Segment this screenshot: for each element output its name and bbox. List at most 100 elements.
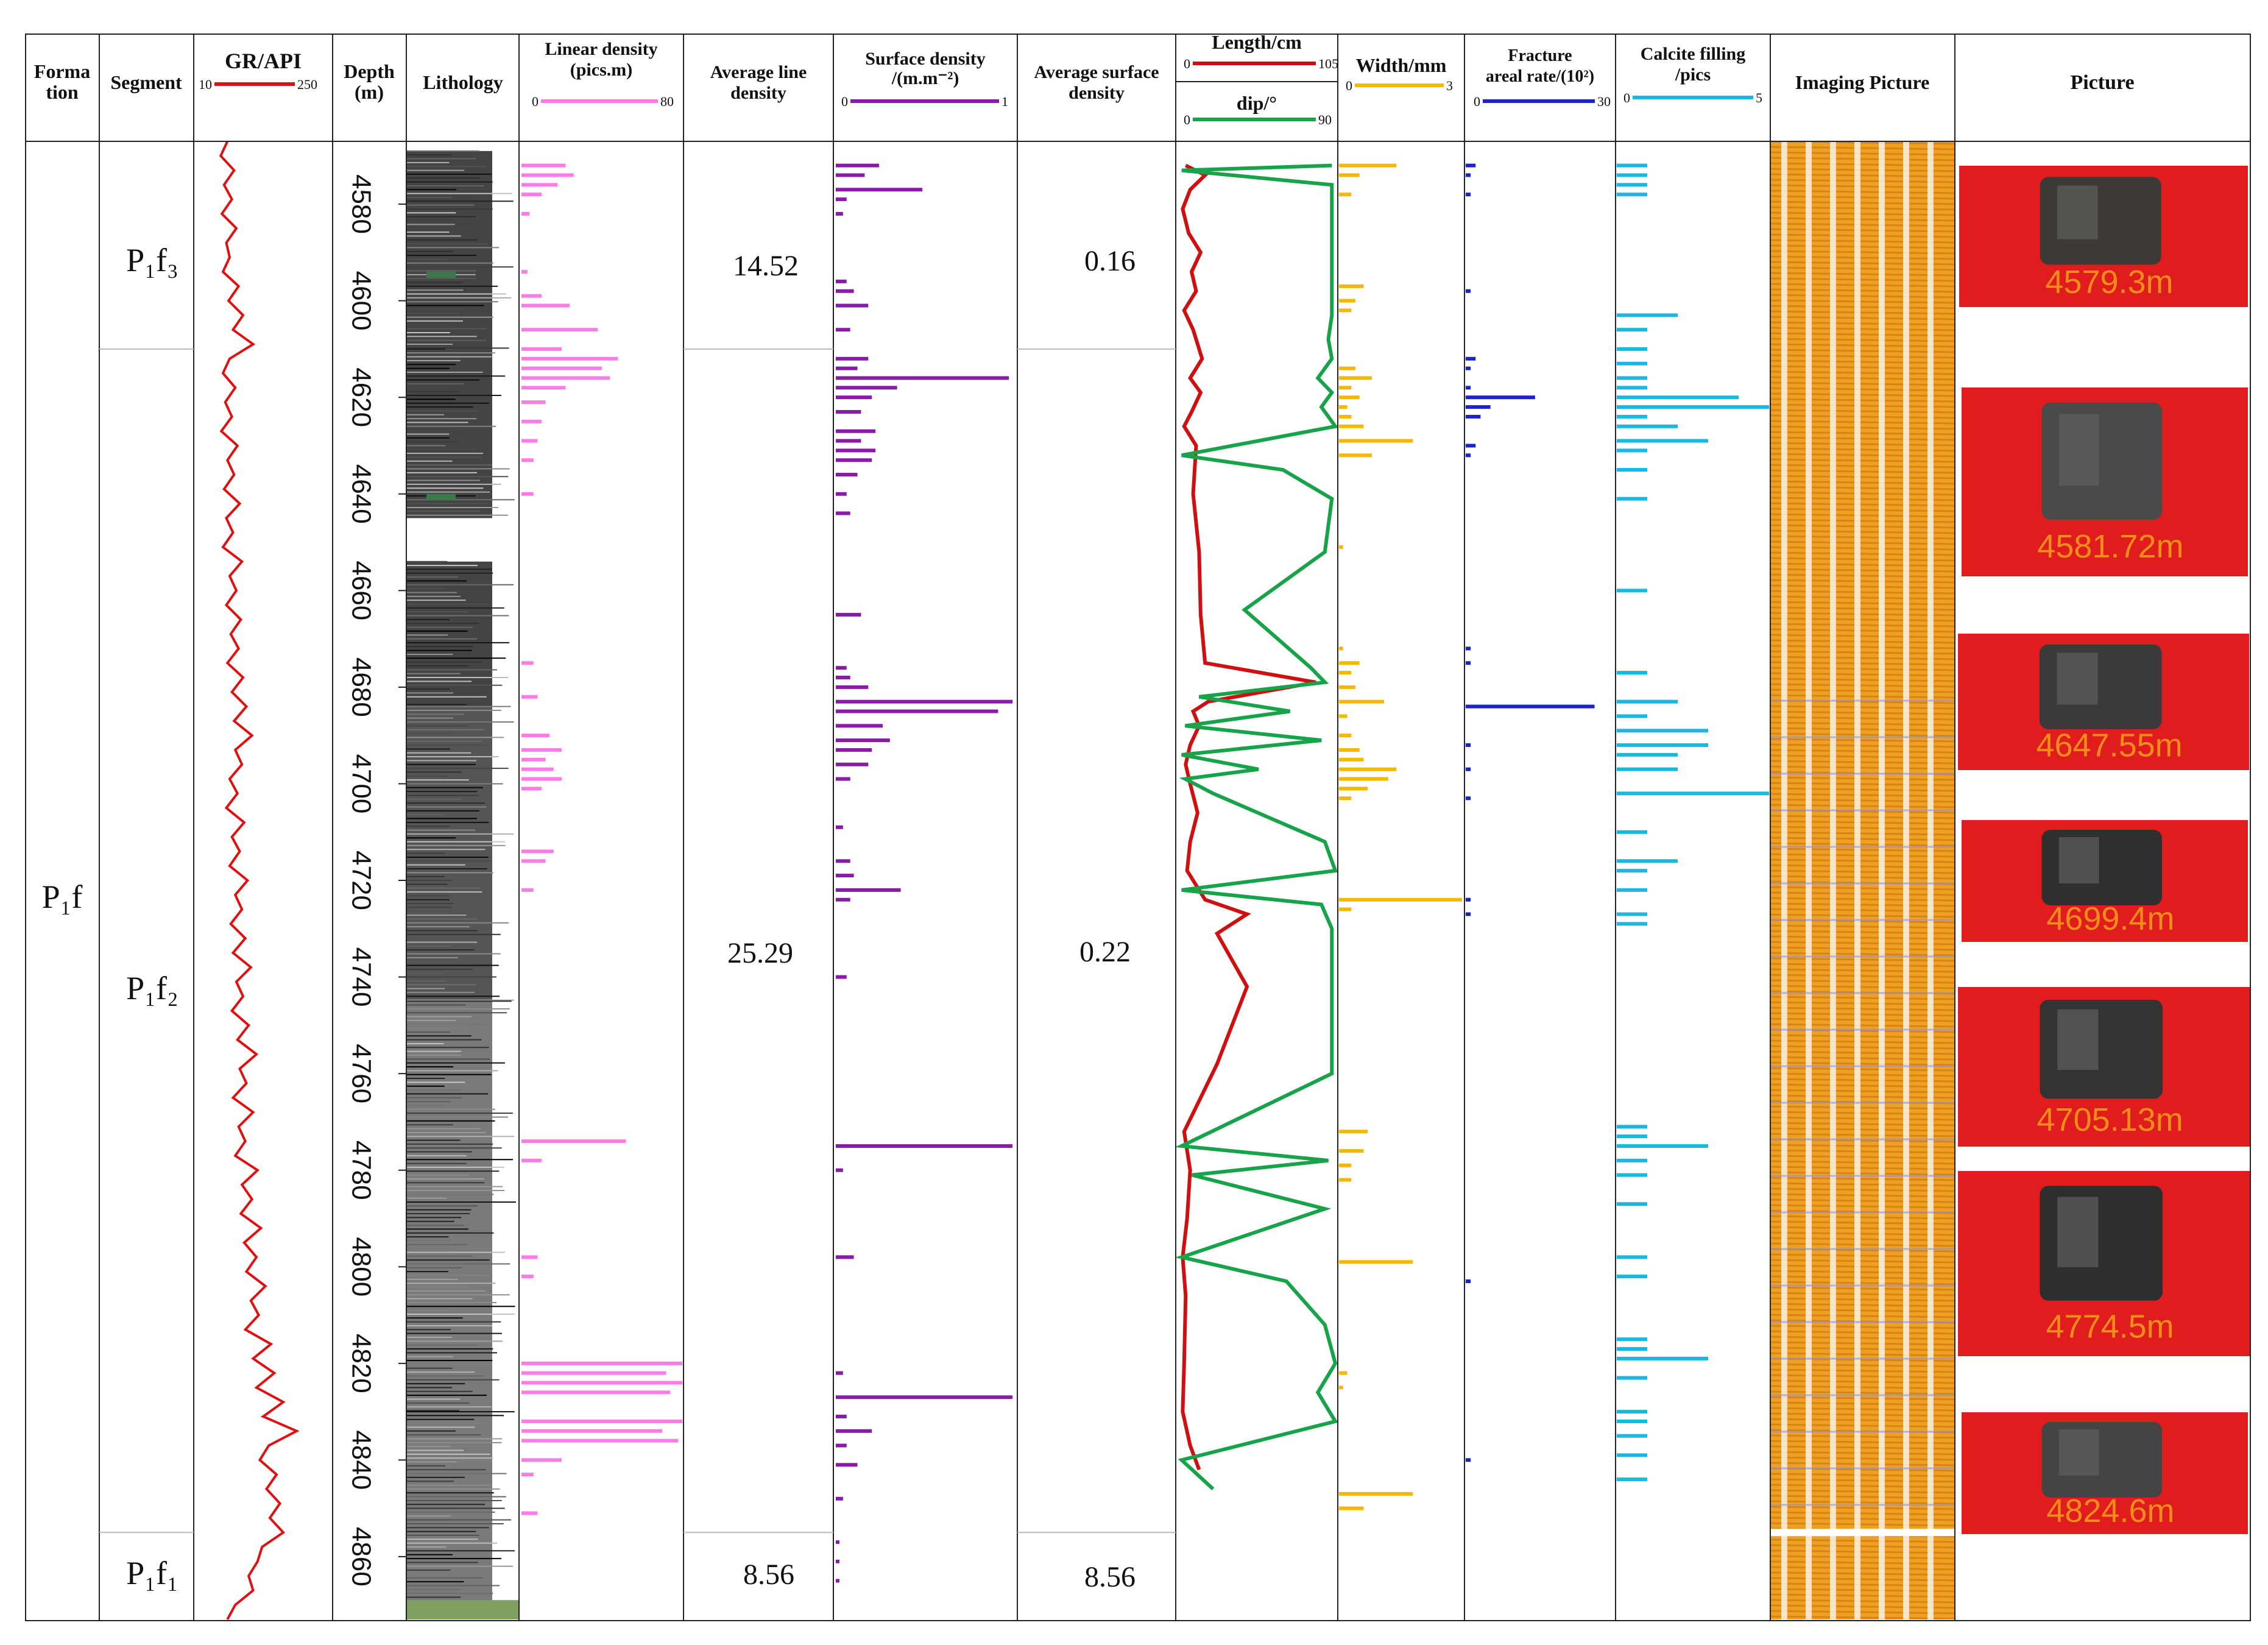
depth-label-4640: 4640 <box>346 464 376 524</box>
photo-depth-label: 4774.5m <box>2046 1309 2174 1345</box>
imaging-stripe <box>1770 760 1955 765</box>
linear-scale-max: 80 <box>660 94 674 109</box>
surface-density-bar <box>836 1429 872 1433</box>
width-bar <box>1339 646 1343 651</box>
linear-density-bar <box>521 193 542 197</box>
imaging-stripe <box>1770 1582 1955 1587</box>
fracture-rate-bar <box>1466 444 1476 448</box>
imaging-stripe <box>1770 195 1955 200</box>
linear-density-bar <box>521 748 562 752</box>
imaging-stripe <box>1770 299 1955 304</box>
imaging-stripe <box>1770 157 1955 161</box>
calcite-filling-bar <box>1617 448 1647 453</box>
header-fracture: Fracture areal rate/(10²) <box>1486 46 1594 86</box>
imaging-stripe <box>1770 1292 1955 1297</box>
linear-density-bar <box>521 1429 662 1433</box>
depth-label-4720: 4720 <box>346 851 376 910</box>
imaging-stripe <box>1770 853 1955 858</box>
core-sample-highlight <box>2057 653 2098 705</box>
segment-label-p1f3: P₁f₃ <box>126 242 178 278</box>
imaging-stripe <box>1770 1599 1955 1604</box>
imaging-stripe <box>1770 1330 1955 1335</box>
imaging-stripe <box>1770 420 1955 425</box>
imaging-stripe <box>1770 1220 1955 1225</box>
imaging-stripe <box>1770 650 1955 655</box>
calcite-filling-bar <box>1617 395 1739 400</box>
linear-density-bar <box>521 400 546 405</box>
header-width: Width/mm <box>1356 54 1447 76</box>
imaging-stripe <box>1770 464 1955 469</box>
imaging-stripe <box>1770 244 1955 249</box>
linear-density-bar <box>521 1438 679 1443</box>
surface-density-bar <box>836 409 861 414</box>
imaging-stripe <box>1770 283 1955 288</box>
imaging-stripe <box>1770 305 1955 310</box>
imaging-stripe <box>1770 222 1955 227</box>
imaging-stripe <box>1770 595 1955 600</box>
header-dip: dip/° <box>1237 92 1277 114</box>
imaging-stripe <box>1770 403 1955 408</box>
width-bar <box>1339 376 1372 380</box>
width-bar <box>1339 386 1352 390</box>
core-photo-5: 4705.13m <box>1958 987 2250 1147</box>
imaging-stripe <box>1770 930 1955 935</box>
header-depth: Depth (m) <box>344 60 395 103</box>
core-photo-7: 4824.6m <box>1962 1412 2248 1534</box>
surface-density-bar <box>836 356 869 361</box>
width-bar <box>1339 284 1364 288</box>
linear-density-bar <box>521 859 546 863</box>
core-sample-highlight <box>2057 185 2098 239</box>
surface-density-bar <box>836 386 897 390</box>
linear-density-bar <box>521 492 534 496</box>
surface-density-bar <box>836 1415 847 1419</box>
imaging-stripe <box>1770 1462 1955 1466</box>
surface-scale-max: 1 <box>1002 94 1008 109</box>
fracture-areal-rate-series <box>1466 163 1595 1462</box>
calcite-filling-bar <box>1617 671 1647 675</box>
photo-depth-label: 4824.6m <box>2046 1493 2174 1529</box>
imaging-stripe <box>1770 716 1955 721</box>
surface-density-bar <box>836 1540 839 1544</box>
fracture-rate-bar <box>1466 173 1471 177</box>
segment-label-p1f1: P₁f₁ <box>126 1555 178 1591</box>
imaging-stripe <box>1770 480 1955 485</box>
imaging-picture <box>1770 141 1955 1619</box>
imaging-stripe <box>1770 612 1955 617</box>
imaging-stripe <box>1770 1281 1955 1286</box>
imaging-stripe <box>1770 551 1955 556</box>
linear-density-bar <box>521 439 538 443</box>
depth-label-4760: 4760 <box>346 1044 376 1103</box>
width-bar <box>1339 439 1413 443</box>
imaging-stripe <box>1770 683 1955 688</box>
linear-density-bar <box>521 888 534 892</box>
imaging-stripe <box>1770 1396 1955 1401</box>
imaging-stripe <box>1770 1473 1955 1477</box>
imaging-stripe <box>1770 1412 1955 1417</box>
imaging-stripe <box>1770 1423 1955 1428</box>
imaging-stripe <box>1770 1067 1955 1072</box>
imaging-stripe <box>1770 414 1955 419</box>
core-photo-6: 4774.5m <box>1958 1171 2250 1356</box>
imaging-stripe <box>1770 409 1955 414</box>
linear-density-bar <box>521 1255 538 1259</box>
surface-density-bar <box>836 1559 839 1563</box>
core-photo-4: 4699.4m <box>1962 820 2248 942</box>
imaging-stripe <box>1770 513 1955 518</box>
gr-scale-min: 10 <box>199 77 212 92</box>
imaging-stripe <box>1770 1335 1955 1340</box>
imaging-stripe <box>1770 1325 1955 1329</box>
depth-label-4620: 4620 <box>346 367 376 427</box>
imaging-stripe <box>1770 935 1955 940</box>
fracture-rate-bar <box>1466 395 1535 400</box>
imaging-stripe <box>1770 1434 1955 1439</box>
imaging-stripe <box>1770 913 1955 918</box>
imaging-stripe <box>1770 529 1955 534</box>
surface-density-bar <box>836 188 923 192</box>
imaging-stripe <box>1770 491 1955 496</box>
surface-density-bar <box>836 699 1013 704</box>
avg-surface-density-p1f1: 8.56 <box>1084 1561 1136 1593</box>
imaging-break <box>1770 1529 1955 1537</box>
imaging-stripe <box>1770 370 1955 375</box>
imaging-stripe <box>1770 168 1955 172</box>
imaging-stripe <box>1770 979 1955 984</box>
